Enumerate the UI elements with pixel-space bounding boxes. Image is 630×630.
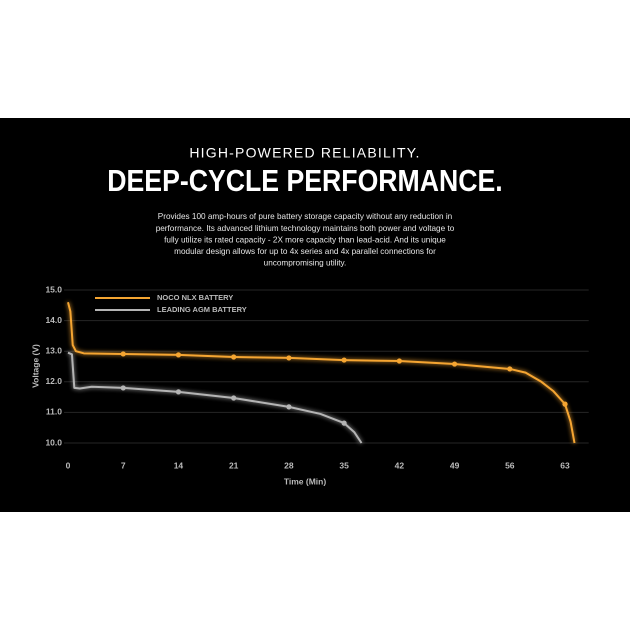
- y-tick-label: 11.0: [46, 407, 62, 417]
- point-marker: [562, 401, 568, 407]
- kicker: HIGH-POWERED RELIABILITY.: [189, 145, 420, 161]
- point-marker: [286, 404, 292, 410]
- x-tick-label: 14: [174, 460, 184, 470]
- x-tick-label: 28: [284, 460, 294, 470]
- y-tick-label: 14.0: [45, 315, 62, 325]
- description-line: uncompromising utility.: [264, 259, 347, 268]
- point-marker: [341, 420, 347, 426]
- x-tick-label: 21: [229, 460, 239, 470]
- title: DEEP-CYCLE PERFORMANCE.: [107, 164, 502, 198]
- x-tick-label: 7: [121, 460, 126, 470]
- description-line: Provides 100 amp-hours of pure battery s…: [158, 212, 453, 221]
- point-marker: [120, 385, 126, 391]
- point-marker: [120, 351, 126, 357]
- description-line: modular design allows for up to 4x serie…: [174, 247, 436, 256]
- x-tick-label: 63: [560, 460, 570, 470]
- y-tick-label: 12.0: [45, 376, 62, 386]
- y-tick-label: 13.0: [45, 345, 62, 355]
- point-marker: [231, 354, 237, 360]
- y-tick-label: 15.0: [45, 284, 62, 294]
- point-marker: [286, 355, 292, 361]
- legend-label: NOCO NLX BATTERY: [157, 293, 233, 302]
- point-marker: [175, 389, 182, 395]
- chart: 10.0 11.0 12.0 13.0 14.0 15.0 0 7 14 21 28 35 42 49 56…: [30, 284, 589, 486]
- x-tick-label: 0: [66, 460, 71, 470]
- y-tick-label: 10.0: [45, 437, 62, 447]
- x-tick-label: 56: [505, 460, 515, 470]
- point-marker: [396, 358, 402, 364]
- x-tick-label: 49: [450, 460, 460, 470]
- description-line: fully utilize its rated capacity - 2X mo…: [164, 235, 446, 244]
- point-marker: [507, 366, 513, 372]
- panel: [0, 118, 630, 512]
- point-marker: [341, 357, 347, 363]
- x-tick-label: 42: [395, 460, 405, 470]
- description: Provides 100 amp-hours of pure battery s…: [156, 212, 455, 267]
- x-axis-label: Time (Min): [284, 476, 327, 486]
- x-tick-label: 35: [339, 460, 349, 470]
- point-marker: [175, 352, 182, 358]
- point-marker: [231, 395, 237, 401]
- y-axis-label: Voltage (V): [30, 344, 40, 388]
- point-marker: [451, 361, 458, 367]
- legend-label: LEADING AGM BATTERY: [157, 305, 247, 314]
- description-line: performance. Its advanced lithium techno…: [156, 224, 455, 233]
